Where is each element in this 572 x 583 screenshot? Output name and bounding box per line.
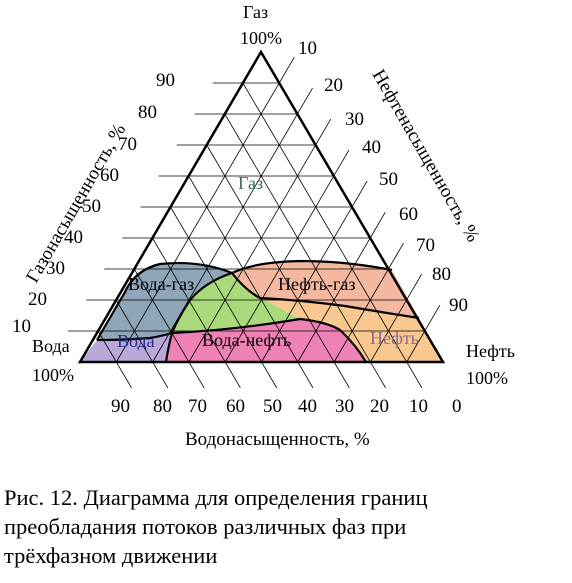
oil-tick: 60	[399, 204, 418, 225]
oil-tick: 90	[449, 295, 468, 316]
gas-tick: 50	[82, 196, 101, 217]
region-label-gas: Газ	[238, 173, 263, 193]
oil-gridline	[370, 273, 423, 363]
region-labels: Газ Вода-газ Нефть-газ Вода Вода-нефть Н…	[117, 173, 419, 351]
oil-gridline	[333, 242, 404, 363]
region-label-water: Вода	[117, 331, 155, 351]
region-label-water-gas: Вода-газ	[128, 274, 194, 294]
gas-tick: 80	[138, 102, 157, 123]
oil-gridline	[188, 118, 332, 363]
caption-line: Рис. 12. Диаграмма для определения грани…	[4, 485, 428, 510]
oil-tick: 50	[379, 169, 398, 190]
region-label-oil: Нефть	[370, 328, 419, 348]
oil-tick: 70	[416, 235, 435, 256]
corner-water-name: Вода	[32, 336, 70, 356]
caption-line: преобладания потоков различных фаз при	[4, 514, 407, 539]
gas-tick: 30	[46, 258, 65, 279]
water-tick: 40	[298, 396, 317, 417]
corner-gas-name: Газ	[243, 2, 268, 22]
gas-axis-ticks: 10 20 30 40 50 60 70 80 90	[12, 70, 175, 337]
water-gridline	[242, 82, 423, 389]
water-tick: 0	[452, 396, 462, 417]
region-label-water-oil: Вода-нефть	[202, 330, 291, 350]
region-water-oil	[166, 319, 366, 362]
corner-gas-percent: 100%	[240, 28, 282, 48]
gas-tick: 20	[28, 289, 47, 310]
water-gridline	[206, 144, 350, 389]
water-tick: 50	[263, 396, 282, 417]
gas-axis-title: Газонасыщенность, %	[22, 120, 130, 286]
water-tick: 70	[188, 396, 207, 417]
figure-caption: Рис. 12. Диаграмма для определения грани…	[4, 483, 570, 570]
water-tick: 60	[226, 396, 245, 417]
oil-tick: 40	[362, 137, 381, 158]
gas-tick: 70	[118, 134, 137, 155]
water-tick: 10	[409, 396, 428, 417]
water-tick: 90	[111, 396, 130, 417]
water-gridline	[115, 299, 169, 389]
corner-water-percent: 100%	[32, 365, 74, 385]
ternary-grid	[68, 56, 441, 389]
main-triangle	[77, 49, 446, 364]
water-axis-ticks: 90 80 70 60 50 40 30 20 10 0	[111, 396, 462, 417]
gas-tick: 90	[156, 70, 175, 91]
oil-axis-title: Нефтенасыщенность, %	[368, 66, 484, 246]
corner-oil-name: Нефть	[466, 341, 515, 361]
water-gridline	[224, 113, 386, 389]
oil-tick: 30	[345, 109, 364, 130]
water-tick: 80	[153, 396, 172, 417]
oil-axis-ticks: 10 20 30 40 50 60 70 80 90	[298, 38, 468, 316]
water-axis-title: Водонасыщенность, %	[185, 429, 370, 450]
corner-labels: Газ 100% Вода 100% Нефть 100%	[32, 2, 515, 388]
water-tick: 20	[370, 396, 389, 417]
corner-oil-percent: 100%	[466, 368, 508, 388]
ternary-diagram: Газ Вода-газ Нефть-газ Вода Вода-нефть Н…	[12, 2, 515, 450]
water-gridline	[188, 175, 314, 389]
oil-gridline	[406, 304, 441, 363]
oil-tick: 80	[432, 264, 451, 285]
caption-line: трёхфазном движении	[4, 543, 218, 568]
oil-gridline	[115, 56, 295, 363]
water-gridline	[170, 206, 278, 389]
gas-tick: 40	[64, 227, 83, 248]
water-gridline	[133, 268, 205, 389]
gas-tick: 60	[100, 165, 119, 186]
oil-gridline	[261, 180, 368, 363]
oil-tick: 10	[298, 38, 317, 59]
region-boundaries	[96, 259, 420, 363]
region-label-oil-gas: Нефть-газ	[278, 274, 355, 294]
oil-tick: 20	[324, 75, 343, 96]
water-tick: 30	[335, 396, 354, 417]
gas-tick: 10	[12, 316, 31, 337]
